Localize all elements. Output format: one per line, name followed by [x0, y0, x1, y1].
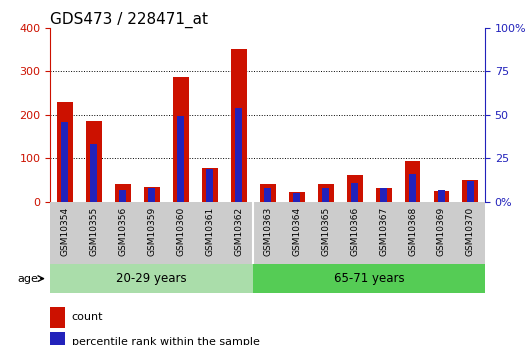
Text: 20-29 years: 20-29 years — [117, 272, 187, 285]
Bar — [438, 190, 445, 202]
Bar — [289, 192, 305, 202]
Text: GSM10362: GSM10362 — [234, 207, 243, 256]
Bar — [61, 122, 68, 202]
Text: GDS473 / 228471_at: GDS473 / 228471_at — [50, 11, 208, 28]
Text: GSM10363: GSM10363 — [263, 207, 272, 256]
Text: GSM10356: GSM10356 — [118, 207, 127, 256]
Bar — [231, 49, 246, 202]
Bar — [57, 102, 73, 202]
Bar — [434, 191, 449, 202]
Bar — [177, 117, 184, 202]
Bar — [376, 188, 392, 202]
Bar — [409, 174, 416, 202]
Bar — [50, 264, 253, 293]
Text: GSM10367: GSM10367 — [379, 207, 388, 256]
Bar — [264, 188, 271, 202]
Bar — [347, 175, 363, 202]
Bar — [380, 188, 387, 202]
Text: GSM10370: GSM10370 — [466, 207, 475, 256]
Text: age: age — [17, 274, 38, 284]
Text: GSM10365: GSM10365 — [321, 207, 330, 256]
Text: GSM10355: GSM10355 — [90, 207, 98, 256]
Bar — [173, 77, 189, 202]
Bar — [253, 264, 485, 293]
Text: GSM10359: GSM10359 — [147, 207, 156, 256]
Bar — [351, 183, 358, 202]
Text: 65-71 years: 65-71 years — [334, 272, 404, 285]
Text: GSM10368: GSM10368 — [408, 207, 417, 256]
Bar — [50, 332, 65, 345]
Bar — [317, 184, 333, 202]
Bar — [260, 184, 276, 202]
Text: GSM10361: GSM10361 — [205, 207, 214, 256]
Text: count: count — [72, 312, 103, 322]
Text: GSM10366: GSM10366 — [350, 207, 359, 256]
Bar — [293, 193, 300, 202]
Bar — [86, 121, 102, 202]
Bar — [90, 144, 98, 202]
Bar — [206, 169, 213, 202]
Text: GSM10360: GSM10360 — [176, 207, 185, 256]
Bar — [50, 307, 65, 328]
Text: GSM10369: GSM10369 — [437, 207, 446, 256]
Bar — [322, 188, 329, 202]
Bar — [404, 161, 420, 202]
Bar — [144, 187, 160, 202]
Bar — [148, 188, 155, 202]
Text: percentile rank within the sample: percentile rank within the sample — [72, 337, 259, 345]
Bar — [467, 181, 474, 202]
Text: GSM10354: GSM10354 — [60, 207, 69, 256]
Bar — [463, 180, 479, 202]
Text: GSM10364: GSM10364 — [292, 207, 301, 256]
Bar — [119, 190, 127, 202]
Bar — [115, 184, 131, 202]
Bar — [202, 168, 218, 202]
Bar — [235, 108, 242, 202]
